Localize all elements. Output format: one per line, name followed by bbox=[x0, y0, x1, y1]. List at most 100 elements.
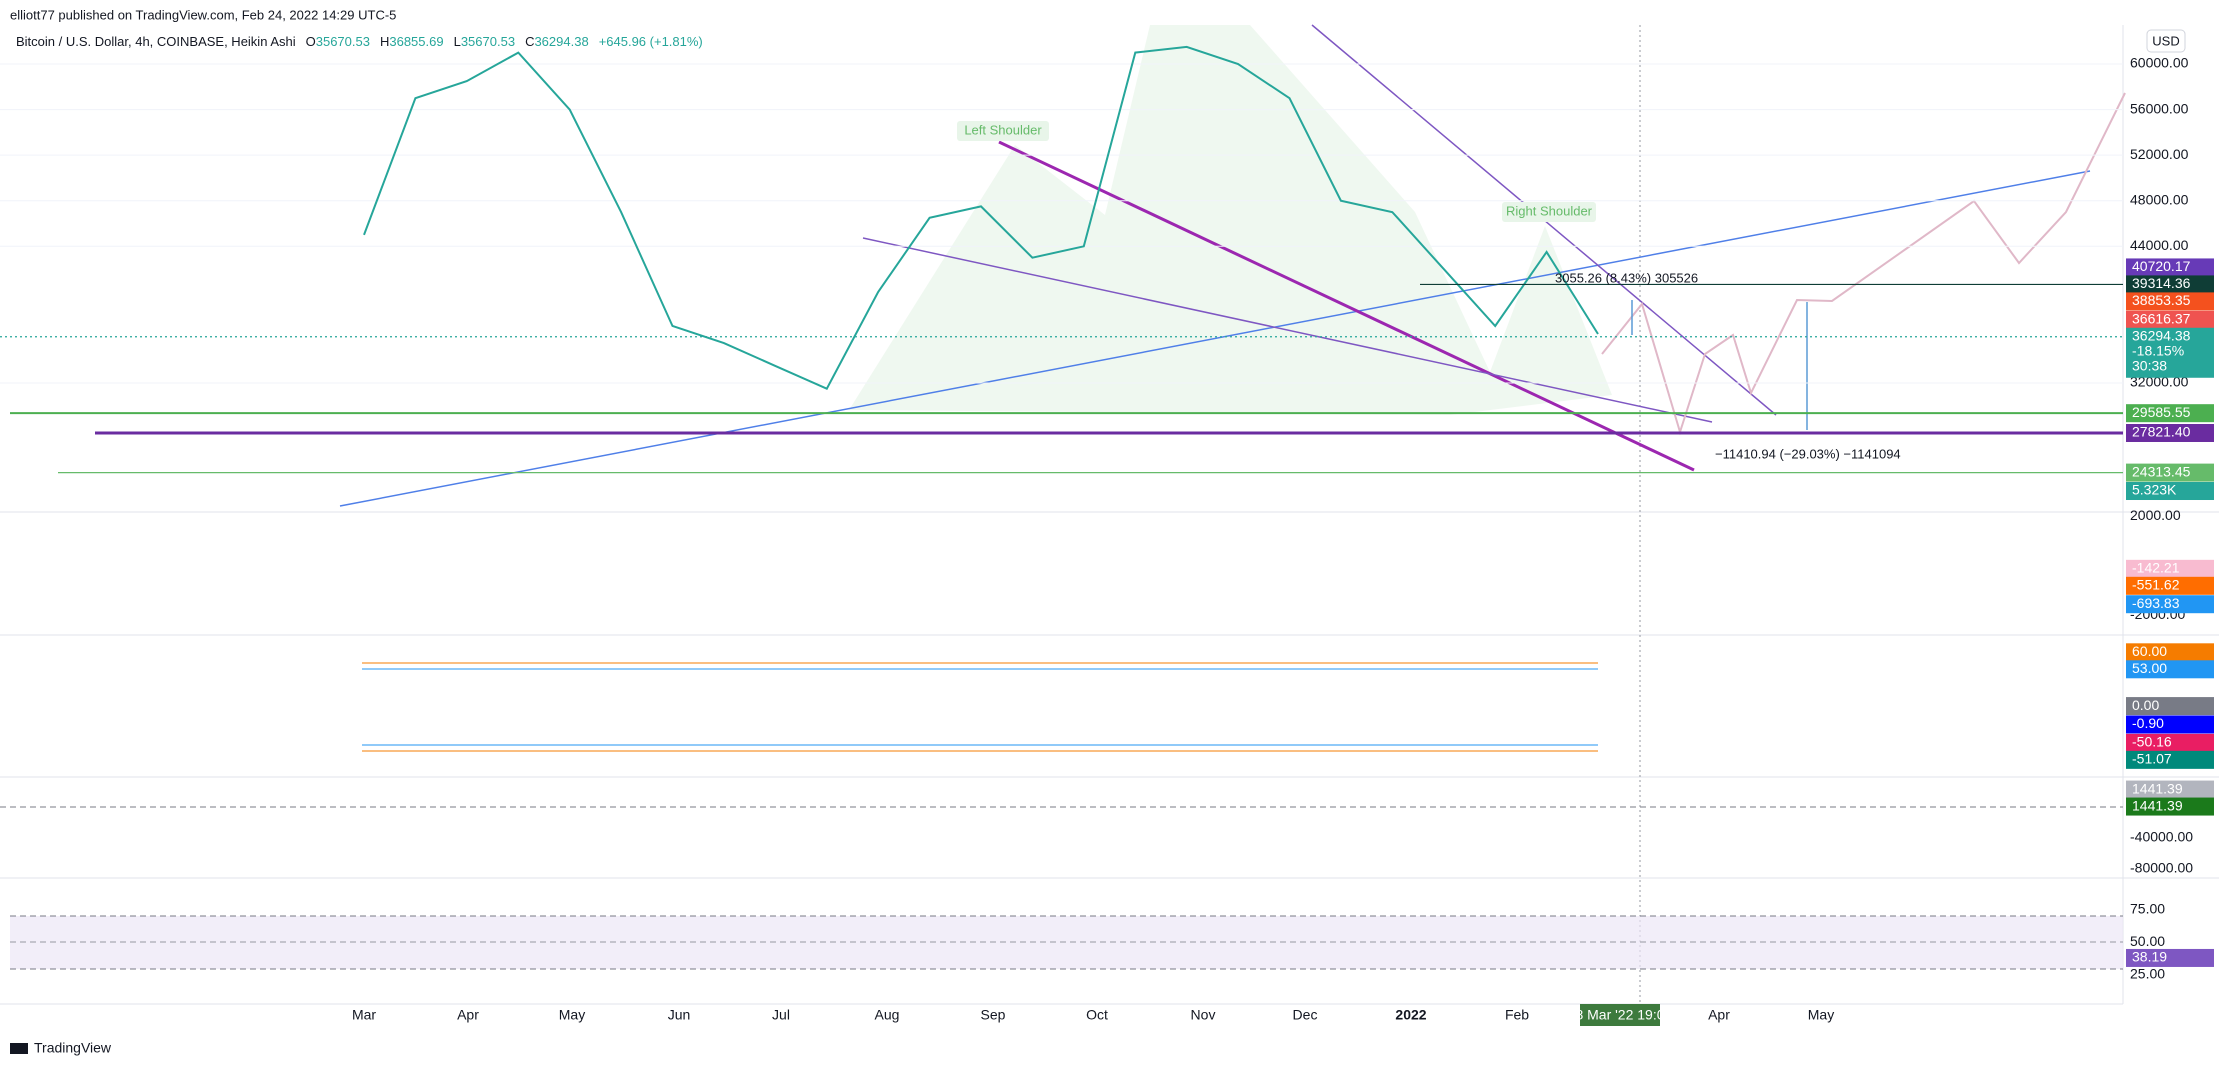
price-badge-extra: -18.15% bbox=[2132, 342, 2184, 358]
price-badge-label: 24313.45 bbox=[2132, 463, 2191, 479]
pane-badge bbox=[2126, 780, 2214, 799]
pane-tick-label: -40000.00 bbox=[2130, 828, 2193, 844]
time-tick-label: 2022 bbox=[1395, 1007, 1426, 1023]
pane-badge bbox=[2126, 797, 2214, 816]
label-box bbox=[957, 121, 1049, 141]
price-badge bbox=[2126, 275, 2214, 294]
pane-badge bbox=[2126, 733, 2214, 752]
time-tick-label: Mar bbox=[352, 1007, 376, 1023]
logo-mark bbox=[10, 1043, 28, 1054]
price-badge-label: 36294.38 bbox=[2132, 327, 2191, 343]
pane-tick-label: 50.00 bbox=[2130, 933, 2165, 949]
price-tick-label: 48000.00 bbox=[2130, 191, 2189, 207]
price-badge-label: 39314.36 bbox=[2132, 275, 2191, 291]
price-badge-label: 5.323K bbox=[2132, 482, 2177, 498]
pane-badge bbox=[2126, 697, 2214, 716]
pane-badge-label: -51.07 bbox=[2132, 751, 2172, 767]
time-tick-label: Oct bbox=[1086, 1007, 1108, 1023]
ohlc-value: 35670.53 bbox=[461, 34, 515, 49]
pane-tick-label: 75.00 bbox=[2130, 901, 2165, 917]
pane-badge-label: -693.83 bbox=[2132, 595, 2180, 611]
annotation: Left Shoulder bbox=[964, 122, 1042, 137]
time-tick-label: May bbox=[1808, 1007, 1834, 1023]
pane-badge bbox=[2126, 576, 2214, 595]
ohlc-value: 36294.38 bbox=[534, 34, 588, 49]
time-tick-label: Jul bbox=[772, 1007, 790, 1023]
price-badge-label: 29585.55 bbox=[2132, 404, 2191, 420]
pane-tick-label: 25.00 bbox=[2130, 966, 2165, 982]
rsi-band bbox=[10, 916, 2123, 969]
ohlc-value: 35670.53 bbox=[316, 34, 370, 49]
pane-badge bbox=[2126, 750, 2214, 769]
trend-line bbox=[862, 237, 1713, 423]
pane-badge bbox=[2126, 715, 2214, 734]
time-tick-label: May bbox=[559, 1007, 585, 1023]
time-tick-label: Feb bbox=[1505, 1007, 1529, 1023]
footer-logo: TradingView bbox=[34, 1040, 112, 1056]
price-badge bbox=[2126, 463, 2214, 482]
pane-badge bbox=[2126, 660, 2214, 679]
time-tick-label: Nov bbox=[1191, 1007, 1216, 1023]
label-box bbox=[1502, 202, 1596, 222]
time-tick-label: Apr bbox=[1708, 1007, 1730, 1023]
pane-badge-label: -0.90 bbox=[2132, 715, 2164, 731]
time-tick-label: Sep bbox=[981, 1007, 1006, 1023]
symbol-line: Bitcoin / U.S. Dollar, 4h, COINBASE, Hei… bbox=[16, 34, 703, 49]
price-tick-label: 44000.00 bbox=[2130, 237, 2189, 253]
pane-badge bbox=[2126, 559, 2214, 578]
pane-badge-label: -50.16 bbox=[2132, 734, 2172, 750]
projection-path bbox=[1601, 92, 2126, 436]
symbol: Bitcoin / U.S. Dollar, 4h, COINBASE, Hei… bbox=[16, 34, 296, 49]
pane-badge-label: 38.19 bbox=[2132, 949, 2167, 965]
pane-badge-label: -551.62 bbox=[2132, 577, 2180, 593]
currency-box bbox=[2146, 29, 2186, 53]
pane-badge bbox=[2126, 948, 2214, 967]
trend-line bbox=[339, 170, 2091, 507]
ohlc-key: C bbox=[525, 34, 534, 49]
ohlc-key: O bbox=[306, 34, 316, 49]
pane-badge bbox=[2126, 595, 2214, 614]
price-badge bbox=[2126, 310, 2214, 329]
trend-line bbox=[998, 140, 1695, 472]
price-tick-label: 60000.00 bbox=[2130, 55, 2189, 71]
time-tick-label: Dec bbox=[1293, 1007, 1318, 1023]
pane-badge-label: 60.00 bbox=[2132, 643, 2167, 659]
price-badge bbox=[2126, 327, 2214, 378]
pane-badge-label: 1441.39 bbox=[2132, 780, 2183, 796]
time-tick-label: Aug bbox=[875, 1007, 900, 1023]
change: +645.96 (+1.81%) bbox=[599, 34, 703, 49]
price-badge bbox=[2126, 258, 2214, 277]
pane-badge-label: -142.21 bbox=[2132, 560, 2180, 576]
annotation: 3055.26 (8.43%) 305526 bbox=[1555, 270, 1698, 285]
price-tick-label: 56000.00 bbox=[2130, 100, 2189, 116]
price-tick-label: 52000.00 bbox=[2130, 146, 2189, 162]
ohlc-value: 36855.69 bbox=[389, 34, 443, 49]
price-badge-label: 27821.40 bbox=[2132, 424, 2191, 440]
pane-badge-label: 1441.39 bbox=[2132, 797, 2183, 813]
price-badge-label: 38853.35 bbox=[2132, 292, 2191, 308]
annotation: Right Shoulder bbox=[1506, 203, 1593, 218]
pattern-area bbox=[849, 25, 1612, 415]
pane-badge-label: 0.00 bbox=[2132, 697, 2159, 713]
pane-tick-label: 2000.00 bbox=[2130, 507, 2181, 523]
price-badge-label: 40720.17 bbox=[2132, 258, 2191, 274]
pane-badge bbox=[2126, 643, 2214, 662]
price-badge bbox=[2126, 292, 2214, 311]
time-tick-label: Jun bbox=[668, 1007, 691, 1023]
publisher: elliott77 published on TradingView.com, … bbox=[10, 7, 396, 22]
price-badge-extra: 30:38 bbox=[2132, 357, 2167, 373]
time-tick-label: Apr bbox=[457, 1007, 479, 1023]
pane-tick-label: -80000.00 bbox=[2130, 860, 2193, 876]
ohlc-key: L bbox=[454, 34, 461, 49]
price-badge bbox=[2126, 423, 2214, 442]
currency: USD bbox=[2152, 33, 2179, 48]
price-badge bbox=[2126, 404, 2214, 423]
crosshair-date-box bbox=[1580, 1004, 1660, 1026]
pane-badge-label: 53.00 bbox=[2132, 660, 2167, 676]
price-badge bbox=[2126, 482, 2214, 501]
price-line bbox=[363, 45, 1599, 390]
price-badge-label: 36616.37 bbox=[2132, 310, 2191, 326]
annotation: −11410.94 (−29.03%) −1141094 bbox=[1715, 446, 1901, 461]
